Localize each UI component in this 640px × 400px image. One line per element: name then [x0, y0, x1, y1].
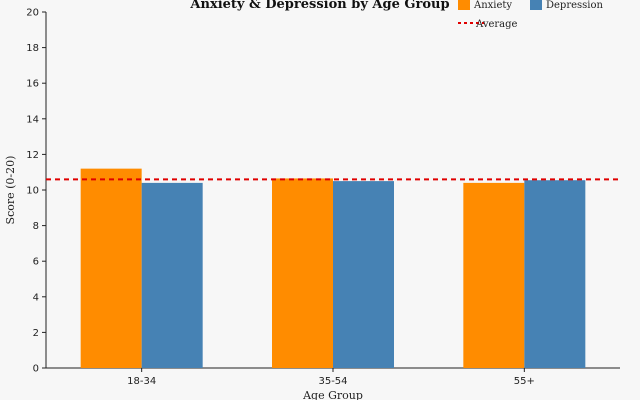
y-axis-title: Score (0-20)	[4, 156, 17, 225]
bar-depression-35-54	[333, 181, 394, 368]
bar-anxiety-18-34	[80, 168, 142, 368]
bar-depression-18-34	[141, 182, 203, 368]
x-axis-title: Age Group	[302, 389, 363, 400]
y-tick-label: 12	[26, 150, 39, 161]
x-tick-label: 18-34	[127, 376, 156, 387]
x-tick-label: 55+	[514, 376, 535, 387]
chart-title: Anxiety & Depression by Age Group	[189, 0, 449, 12]
y-tick-label: 14	[26, 114, 39, 125]
bar-depression-55+	[524, 180, 586, 368]
y-tick-label: 18	[26, 43, 39, 54]
y-tick-label: 16	[26, 79, 39, 90]
x-tick-label: 35-54	[318, 376, 347, 387]
y-axis: 0 2 4 6 8 10 12 14 16 18 20	[26, 8, 47, 375]
y-tick-label: 0	[33, 364, 39, 375]
bar-anxiety-35-54	[272, 178, 333, 368]
legend-label-anxiety: Anxiety	[473, 0, 512, 11]
y-tick-label: 20	[26, 8, 39, 19]
legend-label-depression: Depression	[546, 0, 604, 11]
legend-swatch-depression	[530, 0, 542, 10]
y-tick-label: 10	[26, 186, 39, 197]
x-axis: 18-34 35-54 55+	[46, 367, 620, 387]
bars-group	[80, 168, 586, 368]
y-tick-label: 8	[33, 221, 39, 232]
y-tick-label: 6	[33, 257, 39, 268]
legend-label-average: Average	[475, 19, 518, 30]
y-tick-label: 4	[33, 292, 39, 303]
y-tick-label: 2	[33, 328, 39, 339]
legend: Anxiety Depression Average	[458, 0, 604, 30]
bar-anxiety-55+	[463, 182, 525, 368]
legend-swatch-anxiety	[458, 0, 470, 10]
